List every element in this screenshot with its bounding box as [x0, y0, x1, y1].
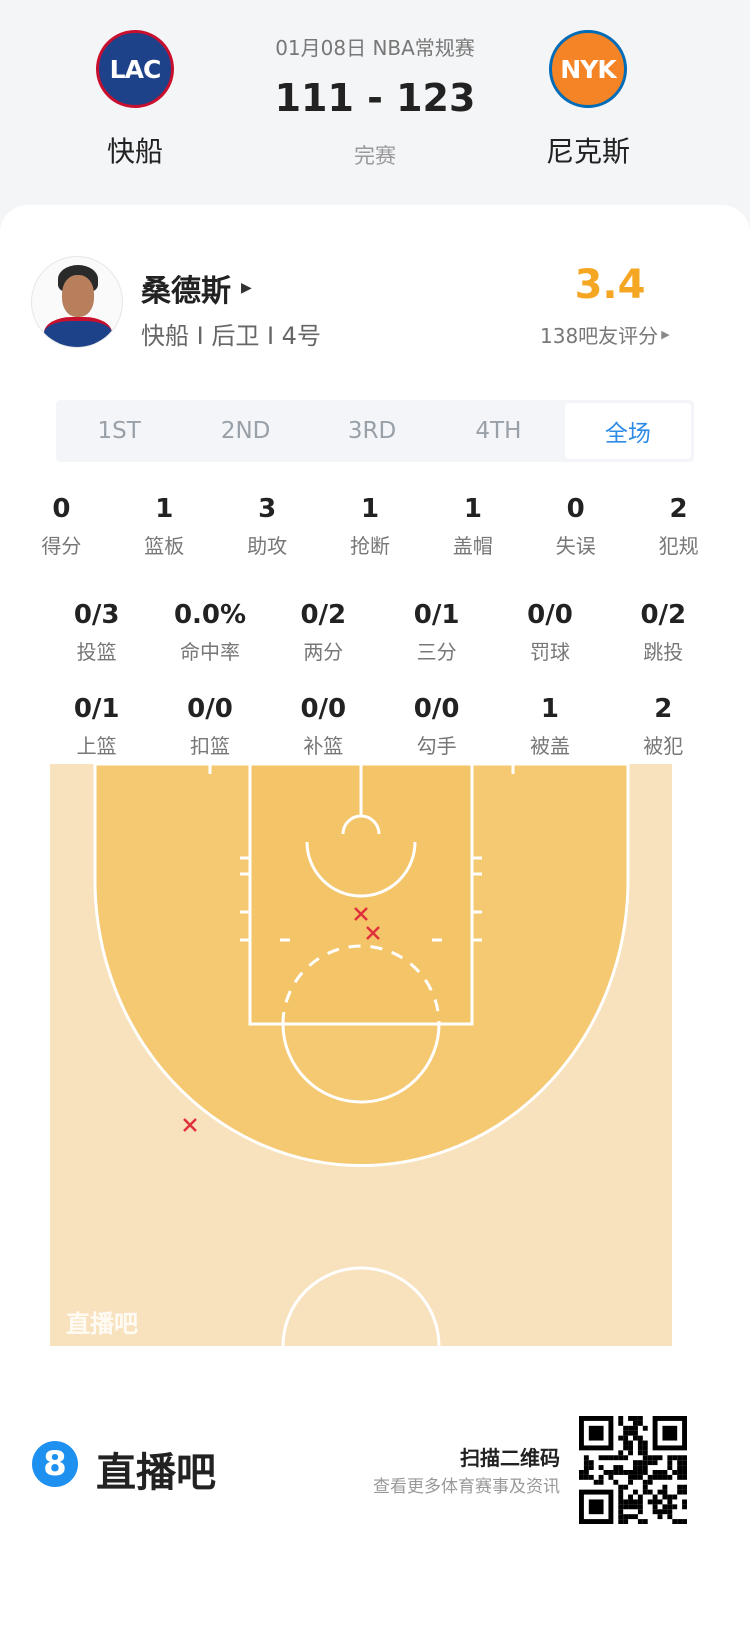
- player-info: 快船 I 后卫 I 4号: [141, 322, 321, 350]
- stat-value: 0/1: [73, 694, 120, 724]
- caret-right-icon: ▶: [241, 280, 252, 296]
- stat-item: 0/1 上篮: [40, 694, 153, 759]
- match-score: 111 - 123: [274, 76, 476, 120]
- shot-miss-marker: [366, 926, 380, 940]
- stat-item: 0 得分: [10, 494, 113, 559]
- period-tabs: 1ST 2ND 3RD 4TH 全场: [56, 400, 694, 462]
- stat-value: 0/3: [73, 600, 120, 630]
- stat-item: 0/0 勾手: [380, 694, 493, 759]
- stat-item: 1 篮板: [113, 494, 216, 559]
- shot-miss-marker: [354, 907, 368, 921]
- stat-item: 0/3 投篮: [40, 600, 153, 665]
- stat-value: 0/0: [527, 600, 573, 630]
- stat-value: 0/2: [640, 600, 687, 630]
- stat-label: 被犯: [643, 734, 684, 758]
- home-team-name[interactable]: 快船: [106, 135, 163, 168]
- stat-label: 命中率: [179, 640, 240, 664]
- away-team-name[interactable]: 尼克斯: [545, 135, 630, 168]
- stat-value: 0: [566, 494, 585, 524]
- stat-item: 1 被盖: [493, 694, 606, 759]
- scan-sub: 查看更多体育赛事及资讯: [373, 1477, 560, 1497]
- stat-item: 3 助攻: [216, 494, 319, 559]
- stat-label: 补篮: [303, 734, 344, 758]
- stat-value: 0/2: [300, 600, 347, 630]
- caret-right-icon: ▶: [661, 328, 670, 341]
- tab-3rd[interactable]: 3RD: [347, 418, 397, 444]
- stat-label: 两分: [303, 640, 344, 664]
- stat-item: 2 犯规: [627, 494, 730, 559]
- stat-label: 上篮: [76, 734, 117, 758]
- stat-label: 助攻: [247, 534, 288, 558]
- home-team-logo[interactable]: LAC: [96, 30, 174, 108]
- match-status: 完赛: [354, 144, 396, 168]
- stat-item: 2 被犯: [607, 694, 720, 759]
- stat-item: 0/2 两分: [267, 600, 380, 665]
- tab-4th[interactable]: 4TH: [475, 418, 522, 444]
- stat-item: 0.0% 命中率: [153, 600, 266, 665]
- stat-value: 2: [654, 694, 673, 724]
- stat-item: 0/0 扣篮: [153, 694, 266, 759]
- stats-row-shot-types: 0/1 上篮 0/0 扣篮 0/0 补篮 0/0 勾手 1 被盖 2 被犯: [40, 694, 720, 759]
- tab-1st[interactable]: 1ST: [97, 418, 141, 444]
- stat-value: 1: [155, 494, 174, 524]
- stat-label: 投篮: [76, 640, 117, 664]
- rating-count: 138吧友评分: [540, 324, 659, 348]
- player-avatar[interactable]: [31, 256, 123, 348]
- stats-row-shooting: 0/3 投篮 0.0% 命中率 0/2 两分 0/1 三分 0/0 罚球 0/2 跳投: [40, 600, 720, 665]
- stat-value: 0.0%: [173, 600, 247, 630]
- stats-row-basic: 0 得分 1 篮板 3 助攻 1 抢断 1 盖帽 0 失误 2 犯规: [10, 494, 730, 559]
- match-date-type: 01月08日 NBA常规赛: [275, 36, 475, 60]
- stat-label: 勾手: [416, 734, 457, 758]
- stat-value: 0/0: [187, 694, 233, 724]
- stat-label: 抢断: [350, 534, 390, 558]
- stat-item: 0 失误: [524, 494, 627, 559]
- stat-label: 失误: [555, 534, 596, 558]
- tab-full-game[interactable]: 全场: [564, 403, 692, 459]
- stat-value: 1: [463, 494, 482, 524]
- stat-item: 0/2 跳投: [607, 600, 720, 665]
- brand-logo-icon: 8: [32, 1441, 78, 1487]
- player-name: 桑德斯: [141, 274, 231, 309]
- stat-label: 得分: [41, 534, 82, 558]
- stat-label: 三分: [416, 640, 457, 664]
- stat-label: 扣篮: [189, 734, 230, 758]
- stat-value: 3: [258, 494, 277, 524]
- scan-label: 扫描二维码: [460, 1446, 560, 1470]
- stat-value: 0/0: [413, 694, 460, 724]
- shot-chart: 直播吧: [50, 764, 672, 1346]
- stat-value: 1: [540, 694, 560, 724]
- stat-label: 篮板: [144, 534, 185, 558]
- stat-label: 罚球: [529, 640, 570, 664]
- stat-label: 犯规: [658, 534, 699, 558]
- shot-miss-marker: [183, 1118, 197, 1132]
- stat-value: 0/1: [413, 600, 460, 630]
- tab-2nd[interactable]: 2ND: [220, 418, 271, 444]
- stat-value: 0/0: [300, 694, 347, 724]
- rating-link[interactable]: 138吧友评分 ▶: [540, 320, 670, 349]
- stat-value: 1: [360, 494, 380, 524]
- stat-value: 2: [669, 494, 688, 524]
- stat-label: 被盖: [529, 734, 570, 758]
- stat-label: 盖帽: [452, 534, 493, 558]
- away-team-logo[interactable]: NYK: [549, 30, 627, 108]
- brand-name: 直播吧: [96, 1450, 216, 1496]
- stat-value: 0: [52, 494, 71, 524]
- player-name-link[interactable]: 桑德斯 ▶: [141, 266, 252, 310]
- away-logo-text: NYK: [560, 54, 616, 84]
- home-logo-text: LAC: [109, 54, 162, 84]
- stat-item: 0/1 三分: [380, 600, 493, 665]
- qr-code[interactable]: [578, 1416, 688, 1524]
- stat-label: 跳投: [643, 640, 684, 664]
- court-watermark: 直播吧: [66, 1310, 138, 1338]
- stat-item: 1 抢断: [319, 494, 422, 559]
- player-rating: 3.4: [574, 262, 646, 308]
- stat-item: 0/0 补篮: [267, 694, 380, 759]
- stat-item: 0/0 罚球: [493, 600, 606, 665]
- stat-item: 1 盖帽: [421, 494, 524, 559]
